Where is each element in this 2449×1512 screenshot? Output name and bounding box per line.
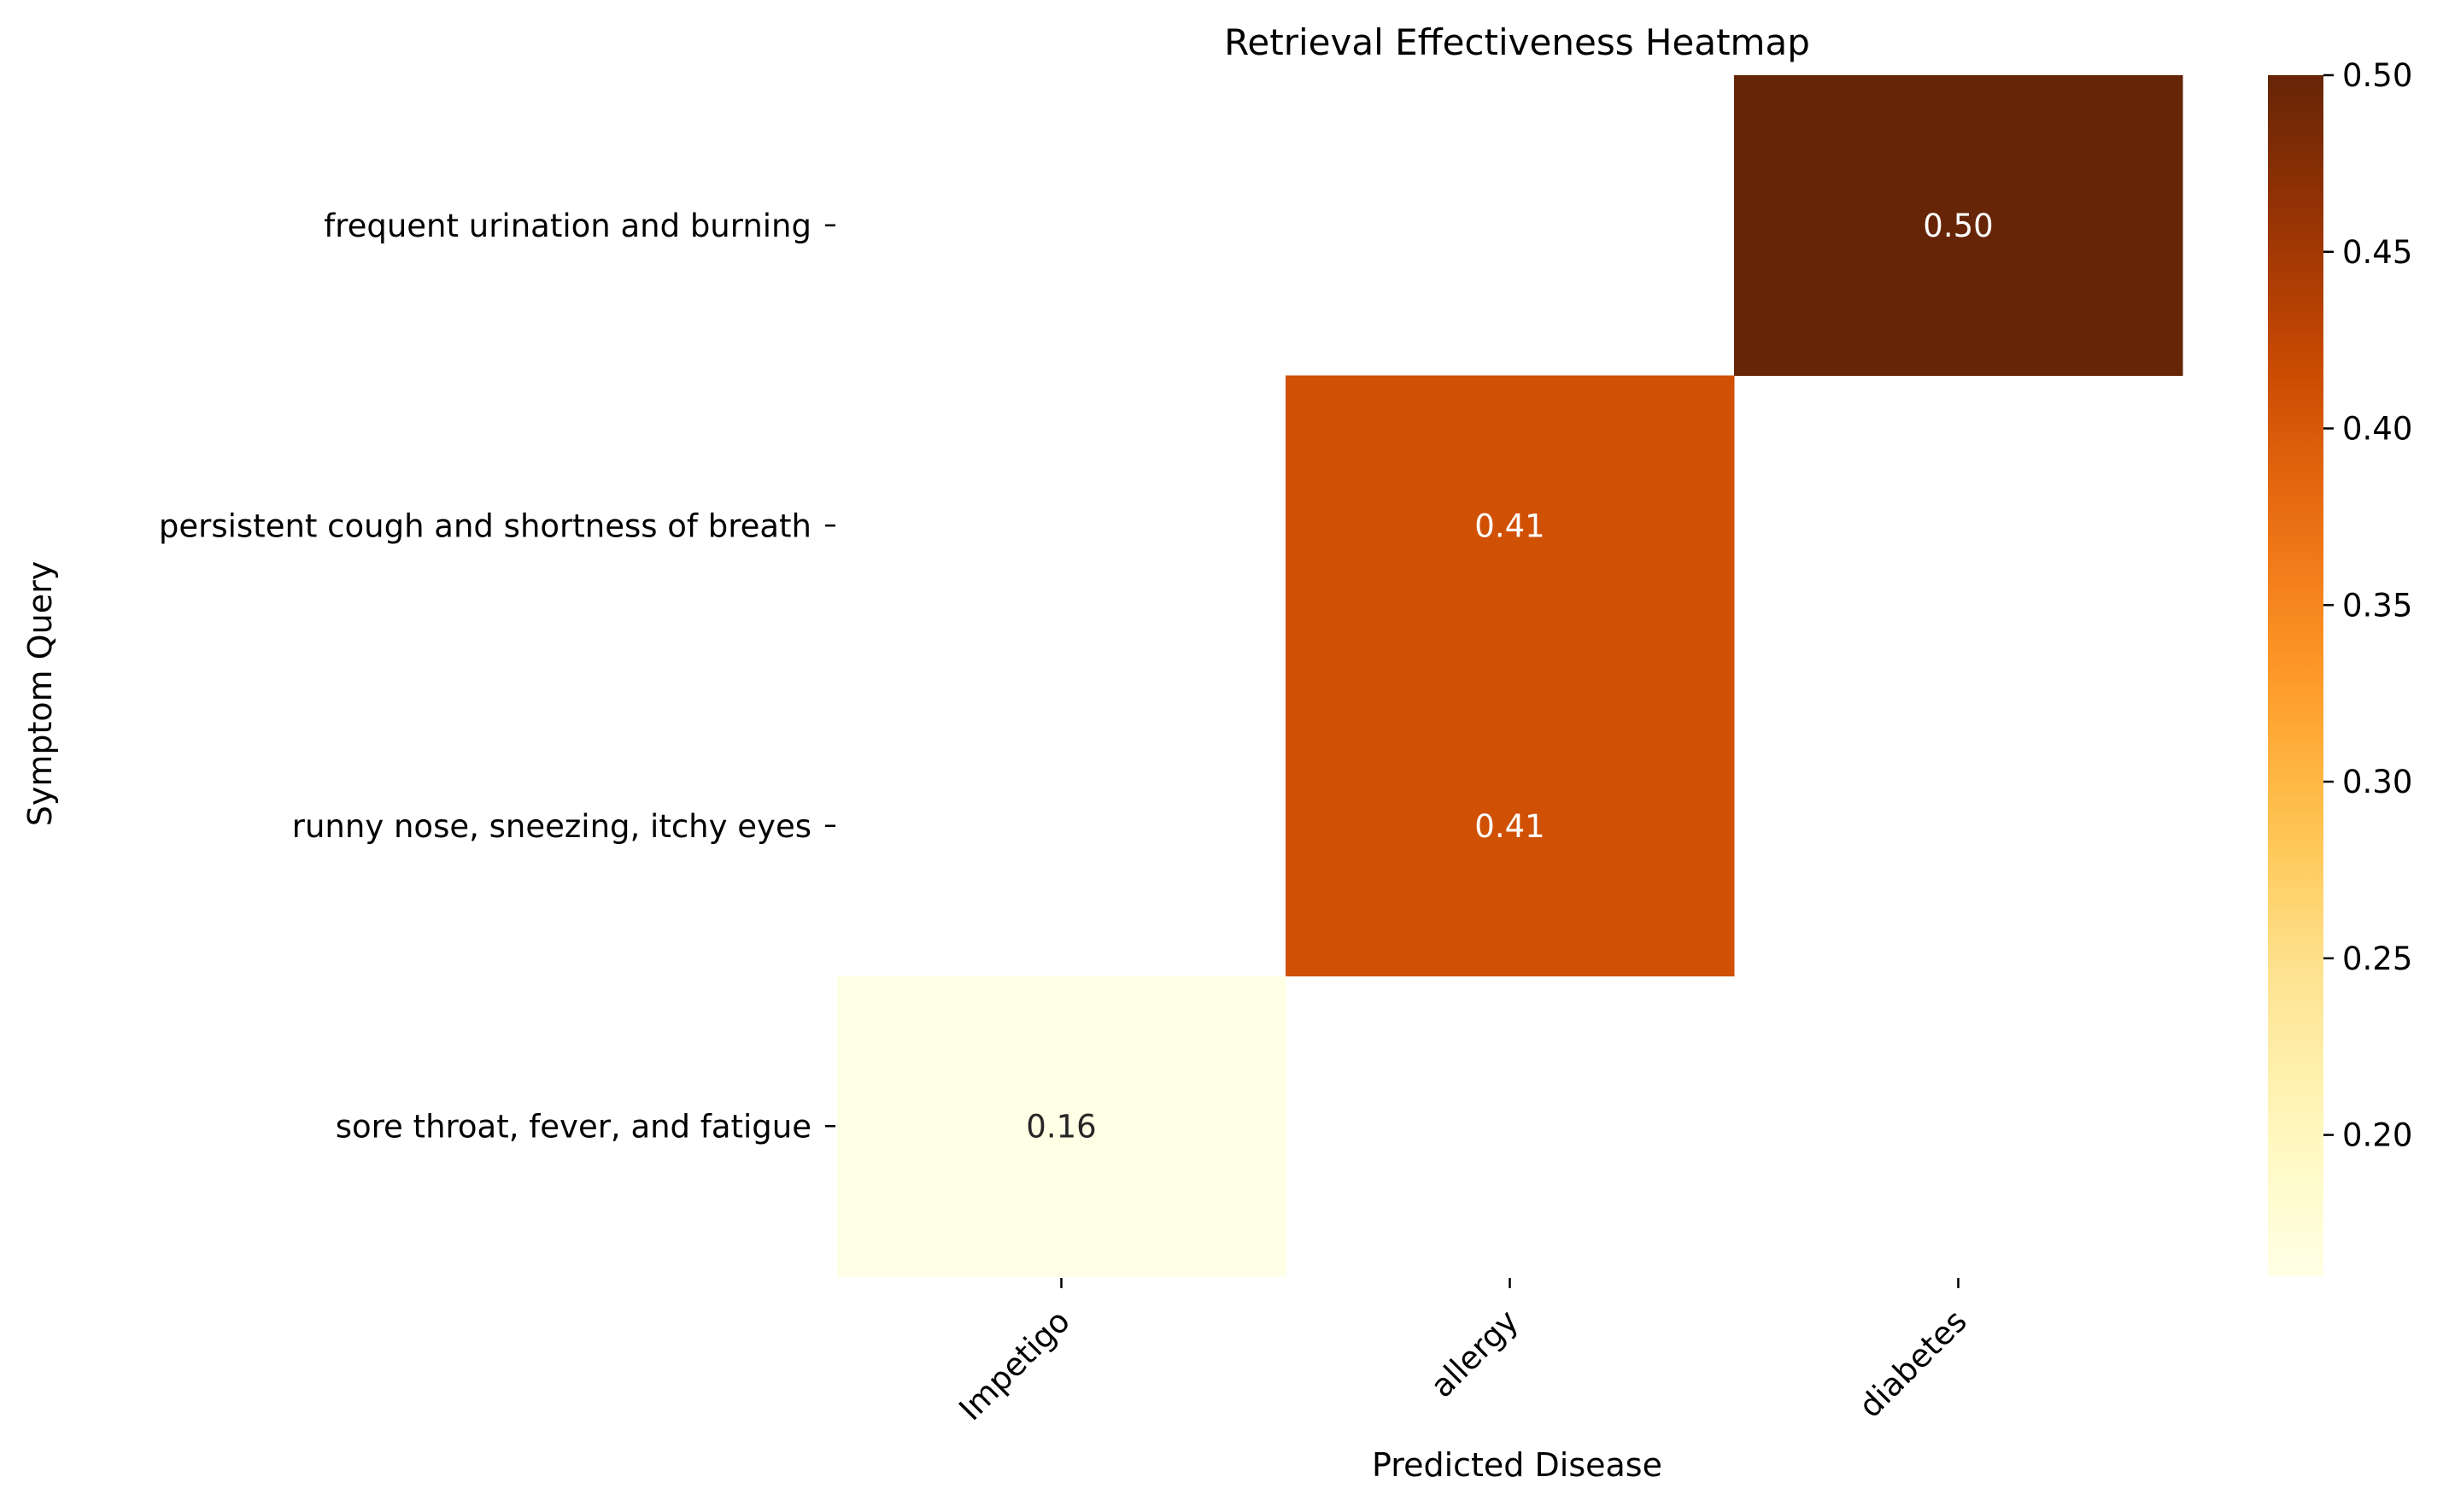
x-axis-label: Predicted Disease bbox=[1372, 1446, 1662, 1484]
colorbar-tick-label: 0.50 bbox=[2342, 57, 2412, 94]
colorbar: 0.20 0.25 0.30 0.35 0.40 0.45 0.50 bbox=[2268, 57, 2412, 1276]
y-tick-label: frequent urination and burning bbox=[324, 208, 811, 244]
colorbar-tick-label: 0.25 bbox=[2342, 941, 2412, 977]
heatmap-cell bbox=[1734, 75, 2183, 376]
y-tick-label: runny nose, sneezing, itchy eyes bbox=[292, 808, 811, 845]
heatmap-cells: 0.50 0.41 0.41 0.16 bbox=[837, 75, 2183, 1277]
colorbar-tick-label: 0.35 bbox=[2342, 587, 2412, 624]
colorbar-tick-label: 0.30 bbox=[2342, 764, 2412, 800]
y-tick-label: persistent cough and shortness of breath bbox=[159, 507, 811, 544]
colorbar-tick-label: 0.20 bbox=[2342, 1117, 2412, 1154]
colorbar-tick-label: 0.40 bbox=[2342, 411, 2412, 448]
cell-value-label: 0.41 bbox=[1474, 507, 1544, 544]
y-axis-label: Symptom Query bbox=[21, 561, 59, 826]
heatmap-cell bbox=[1286, 375, 1735, 677]
chart-title: Retrieval Effectiveness Heatmap bbox=[1224, 21, 1810, 63]
heatmap-cell bbox=[1286, 676, 1735, 976]
heatmap-cell bbox=[837, 976, 1286, 1277]
cell-value-label: 0.16 bbox=[1026, 1108, 1096, 1145]
colorbar-gradient bbox=[2268, 75, 2323, 1276]
colorbar-tick-label: 0.45 bbox=[2342, 234, 2412, 271]
cell-value-label: 0.41 bbox=[1474, 808, 1544, 845]
y-tick-label: sore throat, fever, and fatigue bbox=[336, 1108, 811, 1145]
cell-value-label: 0.50 bbox=[1923, 208, 1993, 244]
